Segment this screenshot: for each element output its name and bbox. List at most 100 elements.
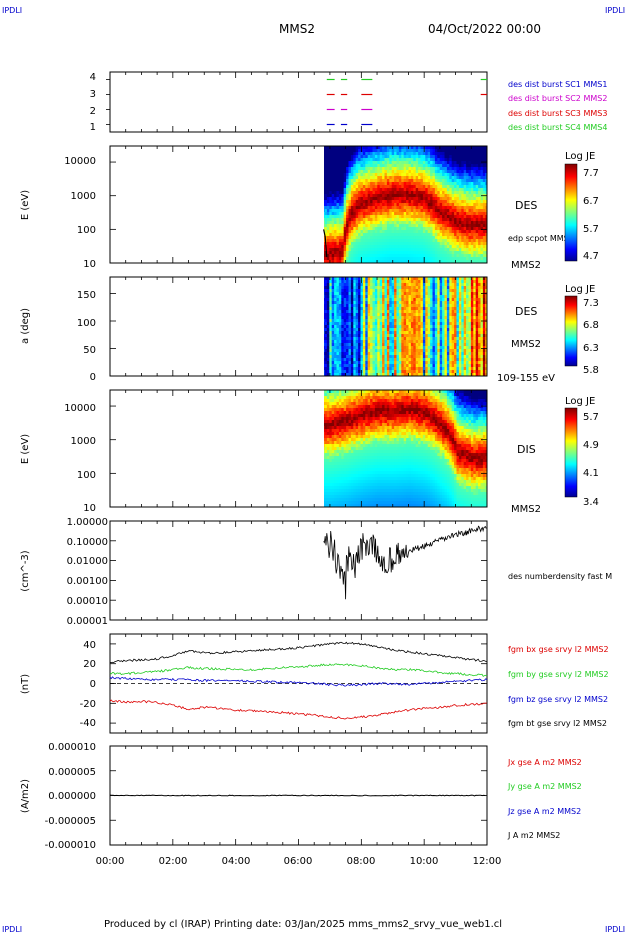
spectrogram-cell bbox=[377, 316, 381, 320]
spectrogram-cell bbox=[377, 164, 381, 168]
spectrogram-cell bbox=[485, 310, 487, 314]
spectrogram-cell bbox=[329, 307, 333, 311]
spectrogram-cell bbox=[425, 313, 429, 317]
spectrogram-cell bbox=[427, 277, 431, 281]
spectrogram-cell bbox=[439, 212, 443, 216]
spectrogram-cell bbox=[338, 343, 342, 347]
spectrogram-cell bbox=[434, 179, 438, 183]
spectrogram-cell bbox=[365, 322, 369, 326]
spectrogram-cell bbox=[353, 361, 357, 365]
spectrogram-cell bbox=[350, 292, 354, 296]
spectrogram-cell bbox=[396, 301, 400, 305]
spectrogram-cell bbox=[454, 206, 457, 210]
spectrogram-cell bbox=[451, 254, 455, 258]
spectrogram-cell bbox=[456, 373, 460, 376]
spectrogram-cell bbox=[432, 331, 436, 335]
spectrogram-cell bbox=[394, 203, 397, 207]
spectrogram-cell bbox=[365, 176, 369, 180]
spectrogram-cell bbox=[365, 331, 369, 335]
spectrogram-cell bbox=[466, 167, 469, 171]
spectrogram-cell bbox=[374, 227, 378, 231]
spectrogram-cell bbox=[468, 325, 472, 329]
spectrogram-cell bbox=[324, 322, 328, 326]
spectrogram-cell bbox=[334, 295, 337, 299]
spectrogram-cell bbox=[470, 164, 474, 168]
spectrogram-cell bbox=[365, 230, 369, 234]
spectrogram-cell bbox=[353, 194, 357, 198]
spectrogram-cell bbox=[444, 257, 448, 261]
spectrogram-cell bbox=[386, 233, 390, 237]
spectrogram-cell bbox=[384, 352, 388, 356]
spectrogram-cell bbox=[377, 328, 381, 332]
spectrogram-cell bbox=[430, 343, 433, 347]
spectrogram-cell bbox=[480, 227, 484, 231]
spectrogram-cell bbox=[444, 346, 448, 350]
spectrogram-cell bbox=[410, 355, 414, 359]
spectrogram-cell bbox=[341, 373, 345, 376]
spectrogram-cell bbox=[338, 191, 342, 195]
spectrogram-cell bbox=[358, 361, 361, 365]
spectrogram-cell bbox=[365, 164, 369, 168]
spectrogram-cell bbox=[473, 194, 477, 198]
spectrogram-cell bbox=[439, 167, 443, 171]
spectrogram-cell bbox=[394, 230, 397, 234]
spectrogram-cell bbox=[336, 319, 340, 323]
spectrogram-cell bbox=[422, 233, 426, 237]
spectrogram-cell bbox=[350, 146, 354, 150]
spectrogram-cell bbox=[480, 367, 484, 371]
spectrogram-cell bbox=[336, 164, 340, 168]
spectrogram-cell bbox=[324, 280, 328, 284]
spectrogram-cell bbox=[362, 289, 366, 293]
spectrogram-cell bbox=[422, 328, 426, 332]
spectrogram-cell bbox=[391, 292, 395, 296]
spectrogram-cell bbox=[425, 283, 429, 287]
spectrogram-cell bbox=[478, 319, 481, 323]
spectrogram-cell bbox=[430, 337, 433, 341]
spectrogram-cell bbox=[456, 146, 460, 150]
spectrogram-cell bbox=[485, 364, 487, 368]
spectrogram-cell bbox=[396, 331, 400, 335]
spectrogram-cell bbox=[396, 283, 400, 287]
spectrogram-cell bbox=[468, 170, 472, 174]
spectrogram-cell bbox=[338, 254, 342, 258]
spectrogram-cell bbox=[355, 346, 359, 350]
spectrogram-cell bbox=[485, 316, 487, 320]
spectrogram-cell bbox=[463, 197, 467, 201]
spectrogram-cell bbox=[394, 340, 397, 344]
spectrogram-cell bbox=[394, 370, 397, 374]
spectrogram-cell bbox=[408, 286, 412, 290]
spectrogram-cell bbox=[370, 277, 373, 281]
spectrogram-cell bbox=[326, 358, 330, 362]
spectrogram-cell bbox=[355, 322, 359, 326]
spectrogram-cell bbox=[463, 236, 467, 240]
spectrogram-cell bbox=[473, 245, 477, 249]
spectrogram-cell bbox=[470, 230, 474, 234]
spectrogram-cell bbox=[389, 304, 393, 308]
spectrogram-cell bbox=[324, 313, 328, 317]
spectrogram-cell bbox=[324, 352, 325, 356]
spectrogram-cell bbox=[396, 277, 400, 281]
spectrogram-cell bbox=[398, 289, 402, 293]
spectrogram-cell bbox=[386, 227, 390, 231]
spectrogram-cell bbox=[437, 373, 441, 376]
spectrogram-cell bbox=[401, 203, 405, 207]
spectrogram-cell bbox=[379, 340, 383, 344]
spectrogram-cell bbox=[478, 236, 481, 240]
spectrogram-cell bbox=[415, 260, 419, 263]
spectrogram-cell bbox=[406, 280, 409, 284]
spectrogram-cell bbox=[461, 251, 465, 255]
spectrogram-cell bbox=[478, 373, 481, 376]
spectrogram-cell bbox=[463, 316, 467, 320]
spectrogram-cell bbox=[391, 322, 395, 326]
spectrogram-cell bbox=[425, 251, 429, 255]
spectrogram-cell bbox=[358, 257, 361, 261]
spectrogram-cell bbox=[410, 292, 414, 296]
spectrogram-cell bbox=[458, 349, 462, 353]
spectrogram-cell bbox=[468, 155, 472, 159]
spectrogram-cell bbox=[326, 152, 330, 156]
spectrogram-cell bbox=[422, 292, 426, 296]
spectrogram-cell bbox=[432, 257, 436, 261]
spectrogram-cell bbox=[430, 304, 433, 308]
spectrogram-cell bbox=[451, 286, 455, 290]
spectrogram-cell bbox=[422, 242, 426, 246]
